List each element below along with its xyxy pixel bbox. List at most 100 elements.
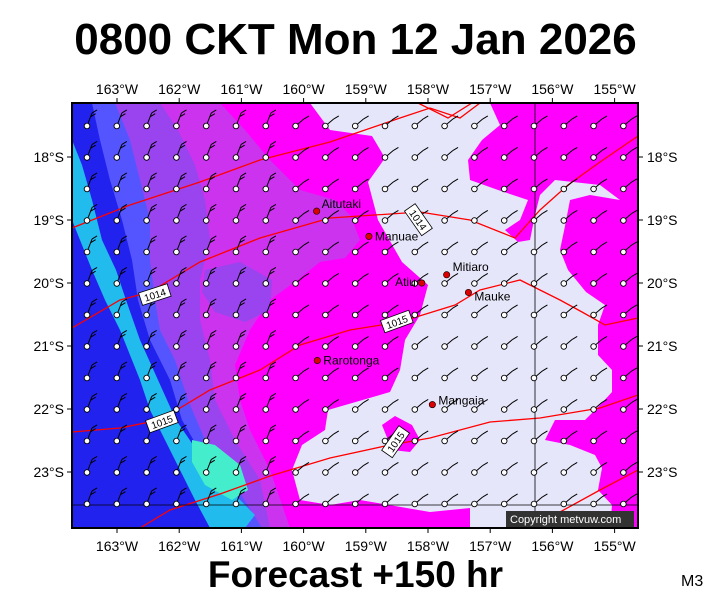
wind-barb	[381, 367, 399, 382]
wind-barb	[322, 461, 340, 476]
wind-barb	[83, 204, 98, 224]
wind-barb	[143, 109, 157, 130]
wind-barb	[620, 304, 638, 319]
wind-barb	[500, 209, 518, 224]
latitude-labels-left: 18°S 19°S 20°S 21°S 22°S 23°S	[33, 149, 64, 480]
isobar-line	[417, 103, 473, 119]
wind-barb	[113, 172, 128, 193]
wind-barb	[232, 172, 247, 193]
wind-barb	[500, 241, 518, 256]
wind-barb	[500, 304, 518, 319]
deep-blue-region	[72, 103, 240, 528]
wind-barb	[202, 487, 217, 508]
place-mangaia: Mangaia	[428, 394, 485, 409]
wind-barb	[232, 298, 247, 319]
latitude-label: 22°S	[33, 401, 64, 417]
isobar-line	[72, 279, 638, 433]
wind-barb	[351, 178, 369, 193]
wind-barb	[590, 461, 608, 476]
wind-barb	[232, 361, 247, 382]
wind-barb	[173, 330, 187, 350]
wind-barb	[590, 241, 608, 256]
wind-barb	[590, 146, 608, 161]
wind-barb	[560, 304, 578, 319]
wind-barb	[292, 398, 310, 413]
wind-barb	[262, 172, 277, 193]
wind-barb	[83, 109, 98, 130]
wind-barb	[471, 209, 489, 224]
wind-barb	[530, 304, 548, 319]
wind-barb	[441, 304, 459, 319]
wind-barb	[351, 146, 369, 161]
wind-barb	[292, 272, 310, 287]
wind-barb	[590, 115, 608, 130]
wind-barb	[351, 335, 369, 350]
wind-barb	[143, 361, 157, 382]
wind-barb	[530, 461, 548, 476]
wind-barb	[560, 272, 578, 287]
wind-barb	[113, 456, 128, 476]
wind-barb	[411, 493, 429, 508]
wind-barb	[322, 209, 340, 224]
wind-barb	[292, 146, 310, 161]
place-label: Aitutaki	[322, 197, 361, 211]
wind-barb	[83, 235, 98, 256]
wind-barb	[411, 461, 429, 476]
wind-barb	[292, 335, 310, 350]
aqua-region	[192, 440, 248, 500]
wind-barb	[173, 456, 187, 476]
wind-barb	[411, 430, 429, 445]
longitude-label: 162°W	[158, 81, 201, 97]
longitude-label: 161°W	[220, 81, 263, 97]
place-dot	[365, 232, 373, 240]
wind-barb	[590, 398, 608, 413]
wind-barb	[620, 430, 638, 445]
wind-barb	[560, 398, 578, 413]
wind-barb	[441, 241, 459, 256]
wind-barb	[381, 178, 399, 193]
wind-barb	[232, 487, 247, 508]
latitude-label: 20°S	[33, 275, 64, 291]
wind-barb	[500, 430, 518, 445]
wind-barb	[143, 487, 157, 508]
wind-barb	[322, 335, 340, 350]
place-label: Mangaia	[438, 394, 484, 408]
wind-barb	[500, 115, 518, 130]
wind-barb	[113, 141, 128, 161]
wind-barb	[202, 424, 217, 445]
wind-barb	[232, 424, 247, 445]
place-dot	[428, 401, 436, 409]
wind-barb	[262, 487, 277, 508]
axis-ticks	[67, 98, 643, 533]
latitude-label: 19°S	[647, 212, 678, 228]
place-dot	[443, 271, 451, 279]
wind-barb	[262, 424, 277, 445]
wind-barb	[441, 178, 459, 193]
longitude-label: 159°W	[345, 81, 388, 97]
wind-barb	[441, 398, 459, 413]
forecast-label: Forecast +150 hr	[207, 554, 504, 595]
wind-barb	[292, 367, 310, 382]
wind-barb	[173, 393, 187, 413]
wind-barb	[411, 304, 429, 319]
wind-barb	[381, 398, 399, 413]
wind-barb	[620, 178, 638, 193]
wind-barb	[530, 146, 548, 161]
isobar-line	[72, 103, 481, 229]
wind-barb	[530, 430, 548, 445]
wind-barb	[620, 398, 638, 413]
wind-barb	[292, 178, 310, 193]
wind-barb	[500, 367, 518, 382]
wind-barb	[411, 146, 429, 161]
wind-barb	[351, 367, 369, 382]
wind-barb	[530, 241, 548, 256]
map-title: 0800 CKT Mon 12 Jan 2026	[74, 15, 637, 64]
wind-barb	[620, 335, 638, 350]
latitude-label: 19°S	[33, 212, 64, 228]
wind-barb	[381, 493, 399, 508]
wind-barb	[560, 209, 578, 224]
wind-barb	[83, 267, 98, 287]
wind-barb	[530, 272, 548, 287]
wind-barb	[560, 367, 578, 382]
